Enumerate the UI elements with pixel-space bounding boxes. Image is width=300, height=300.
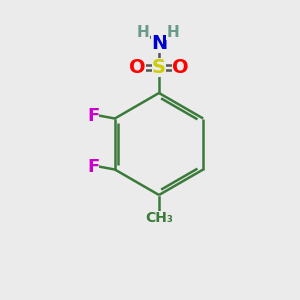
Text: N: N [151,34,167,53]
Text: CH₃: CH₃ [145,211,173,224]
Text: H: H [137,25,150,40]
Text: H: H [166,25,179,40]
Text: S: S [152,58,166,77]
Text: F: F [87,106,99,124]
Text: O: O [172,58,189,77]
Text: F: F [87,158,99,175]
Text: O: O [129,58,146,77]
